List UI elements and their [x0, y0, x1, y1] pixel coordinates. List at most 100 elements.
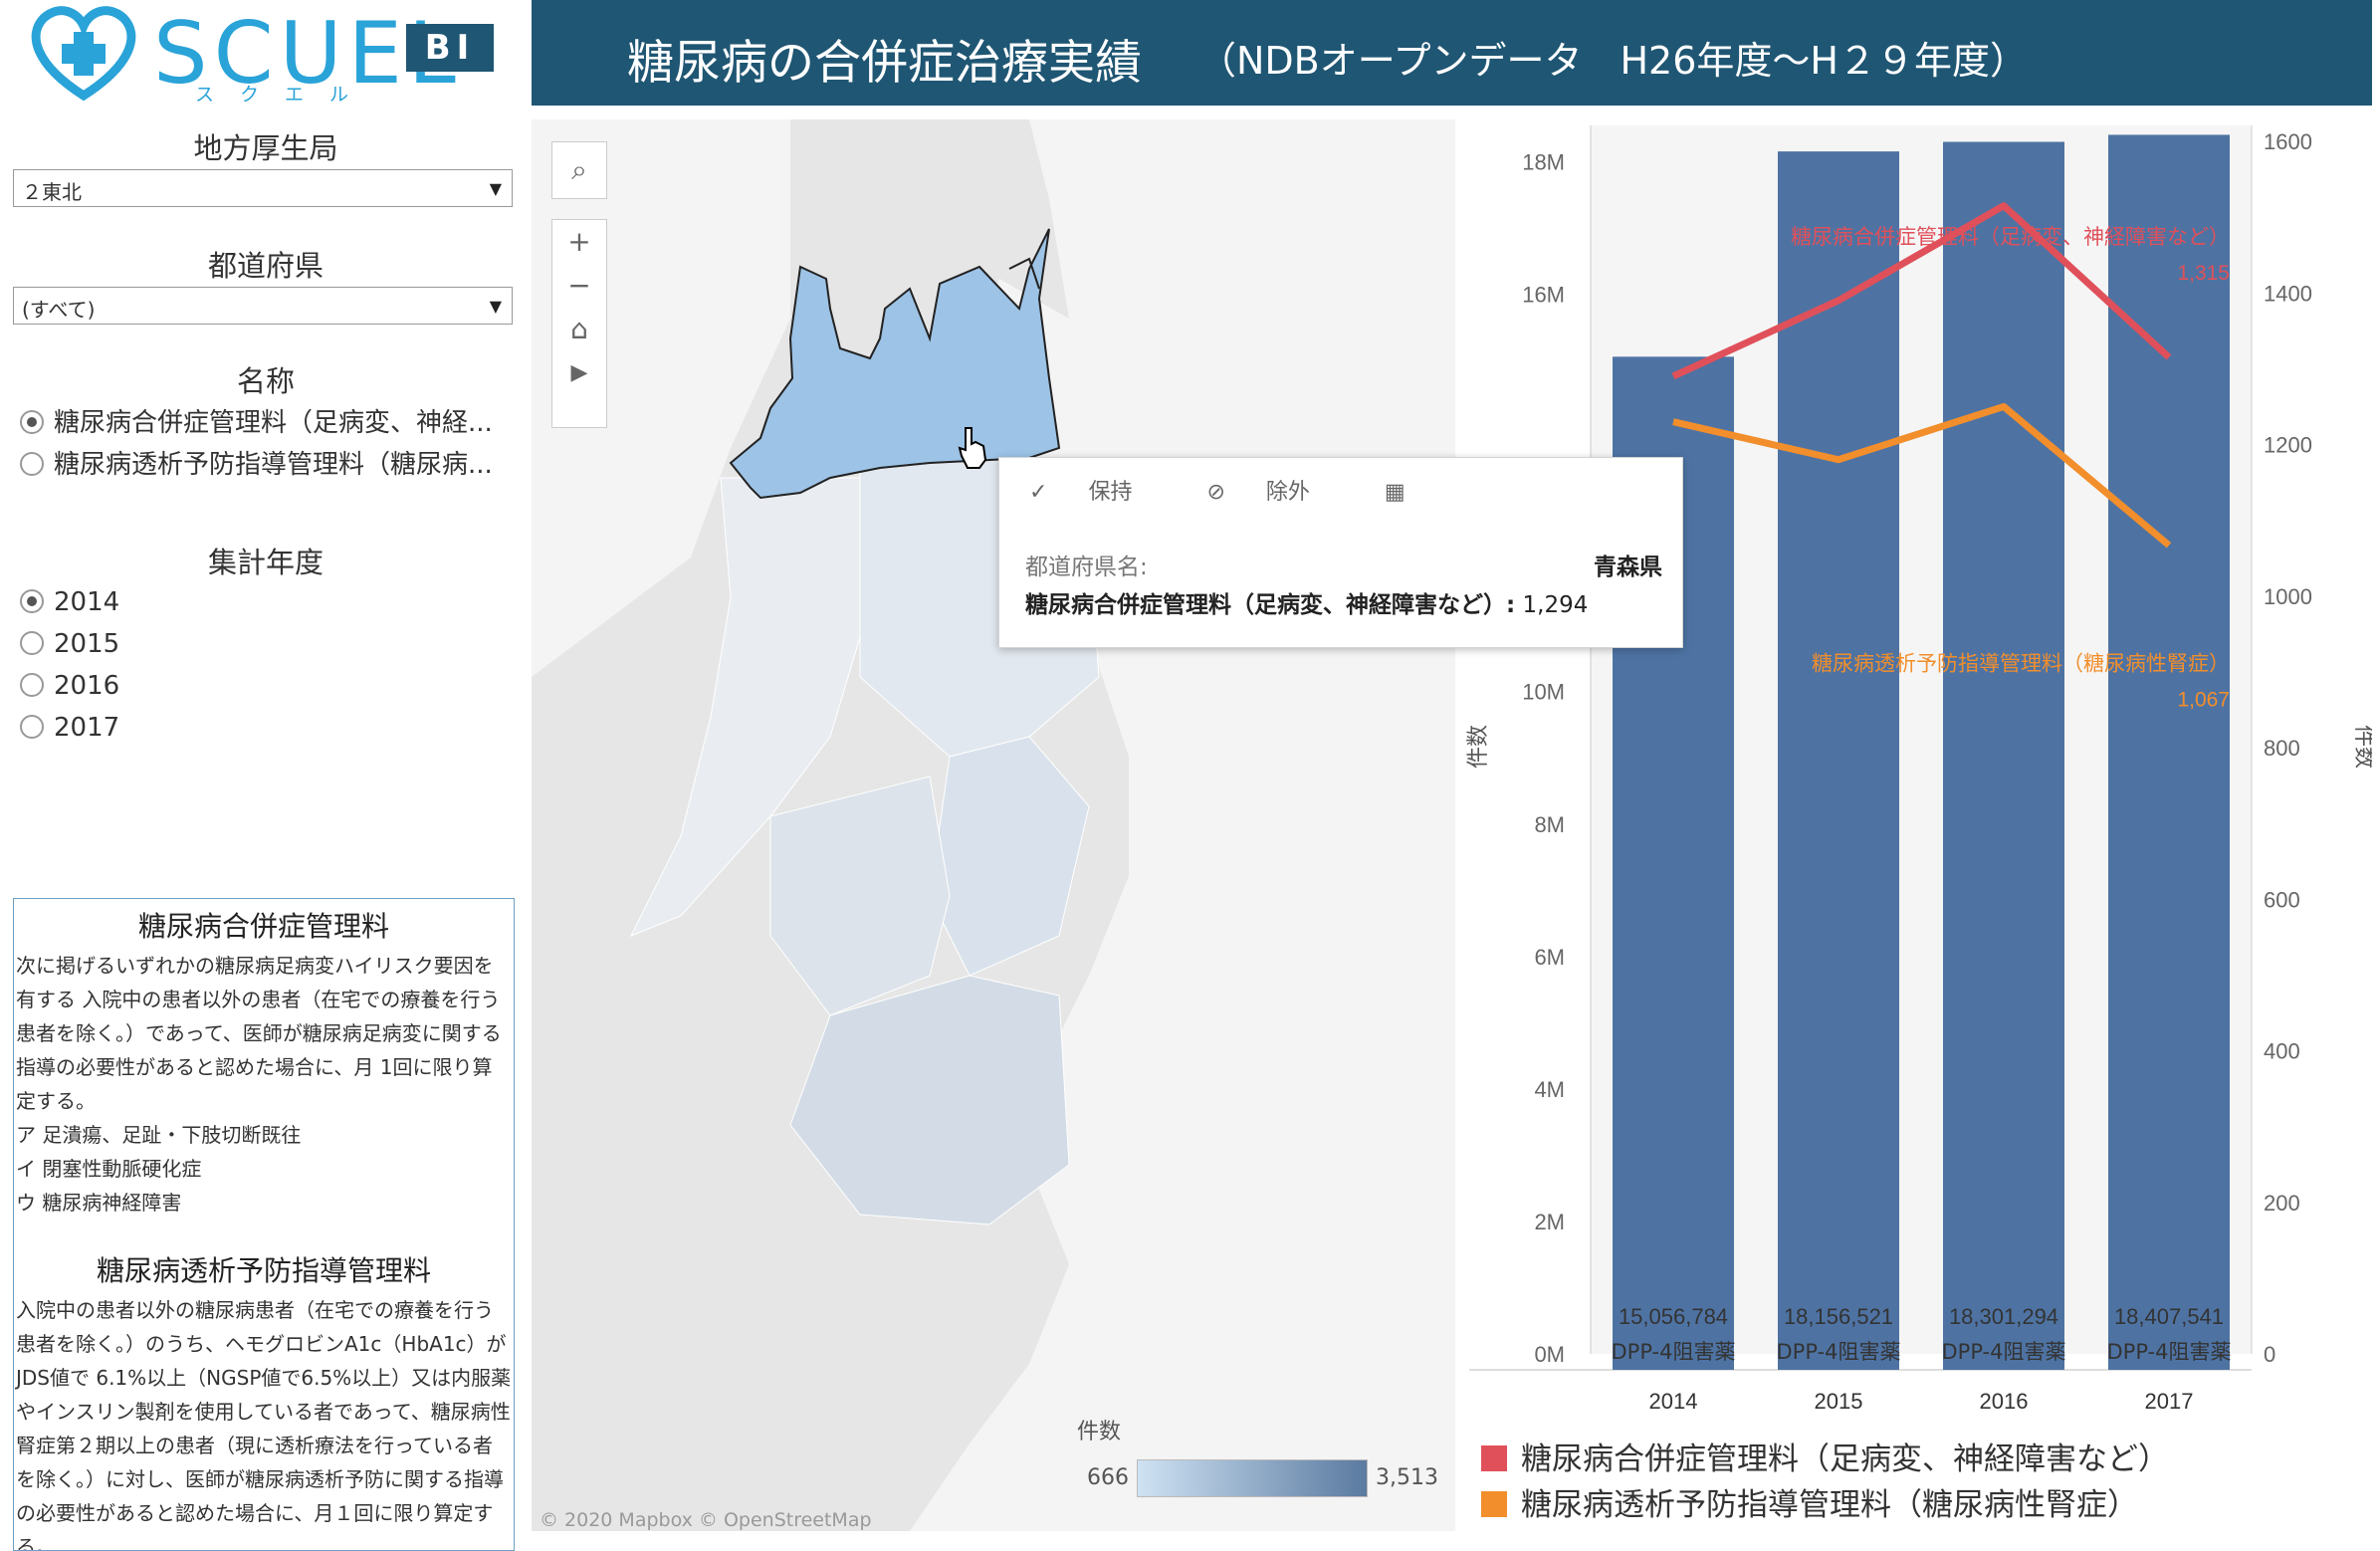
logo-badge: BI: [406, 24, 494, 72]
y-left-label: 件数: [1466, 725, 1491, 769]
region-dropdown-value: ２東北: [22, 180, 82, 204]
y-right-tick: 800: [2264, 736, 2300, 761]
desc-title-2: 糖尿病透析予防指導管理料: [96, 1254, 431, 1287]
year-option-2016[interactable]: 2016: [20, 671, 119, 701]
page-title: 糖尿病の合併症治療実績: [627, 36, 1142, 91]
header-bar: 糖尿病の合併症治療実績 （NDBオープンデータ H26年度～H２９年度）: [532, 0, 2372, 106]
map-panel[interactable]: ⌕ + − ⌂ ▶ © 2020 Mapbox © OpenStreetMap …: [532, 119, 1455, 1531]
color-legend-min: 666: [1087, 1465, 1129, 1490]
name-filter-label: 名称: [236, 364, 295, 398]
check-icon: ✓: [1029, 480, 1055, 505]
tooltip-pref-key: 都道府県名:: [1025, 554, 1148, 580]
y-right-tick: 1400: [2264, 281, 2312, 306]
chart-panel[interactable]: 0M 2M 4M 6M 8M 10M 16M 18M 0 200 400 600 800 1000 1200…: [1455, 119, 2376, 1531]
y-right-tick: 200: [2264, 1191, 2300, 1216]
x-tick-label: 2017: [2145, 1389, 2194, 1414]
radio-icon: [20, 451, 44, 476]
series-end-name: 糖尿病合併症管理料（足病変、神経障害など）: [1791, 225, 2230, 249]
logo-area: SCUEL BI スクエル: [0, 0, 532, 106]
year-option-2017[interactable]: 2017: [20, 713, 119, 743]
keep-button[interactable]: ✓ 保持: [1029, 480, 1166, 505]
ban-icon: ⊘: [1206, 480, 1232, 505]
bar: [2108, 134, 2230, 1371]
tooltip-pref-row: 都道府県名: 青森県: [1025, 548, 1662, 581]
bar-value-label: 18,407,541: [2114, 1304, 2224, 1329]
y-left-tick: 2M: [1534, 1210, 1565, 1234]
aomori-region[interactable]: [729, 228, 1061, 500]
keep-label: 保持: [1088, 480, 1133, 505]
name-option-label: 糖尿病合併症管理料（足病変、神経...: [54, 408, 493, 438]
series-legend: 糖尿病合併症管理料（足病変、神経障害など） 糖尿病透析予防指導管理料（糖尿病性腎…: [1481, 1434, 2169, 1525]
chevron-down-icon: ▼: [489, 179, 502, 198]
color-legend-title: 件数: [1077, 1420, 1122, 1444]
bar: [1943, 141, 2064, 1371]
bar: [1778, 151, 1899, 1371]
y-left-tick: 6M: [1534, 945, 1565, 970]
y-left-tick: 10M: [1522, 680, 1565, 705]
tooltip-metric-value: 1,294: [1522, 592, 1589, 618]
view-data-icon[interactable]: ▦: [1384, 480, 1406, 505]
home-icon[interactable]: ⌂: [570, 313, 588, 345]
pref-dropdown[interactable]: (すべて) ▼: [13, 287, 513, 325]
bar-value-label: 18,156,521: [1784, 1304, 1893, 1329]
x-tick-label: 2016: [1980, 1389, 2029, 1414]
bar-category-label: DPP-4阻害薬: [2107, 1340, 2232, 1364]
exclude-button[interactable]: ⊘ 除外: [1206, 480, 1343, 505]
series-line-1: [1672, 402, 2172, 549]
desc-title-1: 糖尿病合併症管理料: [137, 910, 389, 943]
zoom-out-icon[interactable]: −: [567, 269, 591, 302]
tooltip-metric-key: 糖尿病合併症管理料（足病変、神経障害など）:: [1025, 592, 1516, 618]
pref-dropdown-value: (すべて): [22, 298, 96, 322]
legend-item-0[interactable]: 糖尿病合併症管理料（足病変、神経障害など）: [1481, 1434, 2169, 1479]
name-option-0[interactable]: 糖尿病合併症管理料（足病変、神経...: [20, 402, 493, 439]
y-left-tick: 8M: [1534, 812, 1565, 837]
series-end-name: 糖尿病透析予防指導管理料（糖尿病性腎症）: [1812, 652, 2230, 676]
y-right-tick: 1600: [2264, 129, 2312, 154]
logo-name: SCUEL: [153, 4, 462, 104]
radio-icon: [20, 672, 44, 697]
description-box[interactable]: 糖尿病合併症管理料 次に掲げるいずれかの糖尿病足病変ハイリスク要因を有する 入院…: [13, 898, 515, 1551]
radio-selected-icon: [20, 409, 44, 434]
combo-chart[interactable]: 0M 2M 4M 6M 8M 10M 16M 18M 0 200 400 600 800 1000 1200…: [1455, 119, 2376, 1531]
search-icon[interactable]: ⌕: [571, 153, 587, 186]
desc-text-1: 次に掲げるいずれかの糖尿病足病変ハイリスク要因を有する 入院中の患者以外の患者（…: [16, 954, 502, 1215]
chevron-down-icon: ▼: [489, 297, 502, 316]
heart-logo-icon: [31, 6, 136, 102]
play-icon[interactable]: ▶: [570, 360, 588, 385]
year-option-2014[interactable]: 2014: [20, 587, 119, 617]
logo-kana: スクエル: [195, 84, 375, 106]
y-right-label: 件数: [2351, 725, 2372, 769]
x-tick-label: 2014: [1649, 1389, 1698, 1414]
bar-category-label: DPP-4阻害薬: [1777, 1340, 1901, 1364]
year-option-label: 2016: [54, 671, 120, 701]
name-option-1[interactable]: 糖尿病透析予防指導管理料（糖尿病...: [20, 444, 493, 481]
legend-label: 糖尿病合併症管理料（足病変、神経障害など）: [1521, 1441, 2169, 1477]
year-option-label: 2015: [54, 629, 120, 659]
y-right-tick: 400: [2264, 1039, 2300, 1064]
y-left-tick: 16M: [1522, 283, 1565, 308]
color-legend-gradient: [1137, 1459, 1368, 1497]
series-line-0: [1671, 202, 2172, 380]
map-tooltip: ✓ 保持 ⊘ 除外 ▦ 都道府県名: 青森県 糖尿病合併症管理料（足病変、神経障…: [998, 457, 1683, 648]
year-option-label: 2014: [54, 587, 120, 617]
map-canvas[interactable]: [532, 119, 1455, 1531]
x-tick-label: 2015: [1815, 1389, 1863, 1414]
y-right-tick: 1200: [2264, 433, 2312, 458]
legend-swatch: [1481, 1444, 1507, 1471]
desc-text-2: 入院中の患者以外の糖尿病患者（在宅での療養を行う患者を除く。）のうち、ヘモグロビ…: [16, 1298, 512, 1551]
zoom-in-icon[interactable]: +: [567, 225, 591, 258]
y-right-tick: 600: [2264, 887, 2300, 912]
legend-item-1[interactable]: 糖尿病透析予防指導管理料（糖尿病性腎症）: [1481, 1479, 2169, 1525]
series-end-value: 1,067: [2177, 689, 2230, 712]
tooltip-metric-row: 糖尿病合併症管理料（足病変、神経障害など）: 1,294: [1025, 585, 1588, 619]
map-search-control[interactable]: ⌕: [551, 141, 607, 199]
year-option-2015[interactable]: 2015: [20, 629, 119, 659]
region-dropdown[interactable]: ２東北 ▼: [13, 169, 513, 207]
bar-category-label: DPP-4阻害薬: [1942, 1340, 2066, 1364]
legend-swatch: [1481, 1490, 1507, 1517]
exclude-label: 除外: [1265, 480, 1310, 505]
radio-icon: [20, 714, 44, 739]
map-zoom-control[interactable]: + − ⌂ ▶: [551, 219, 607, 428]
tooltip-pref-value: 青森県: [1594, 554, 1662, 580]
map-attribution[interactable]: © 2020 Mapbox © OpenStreetMap: [540, 1509, 872, 1531]
